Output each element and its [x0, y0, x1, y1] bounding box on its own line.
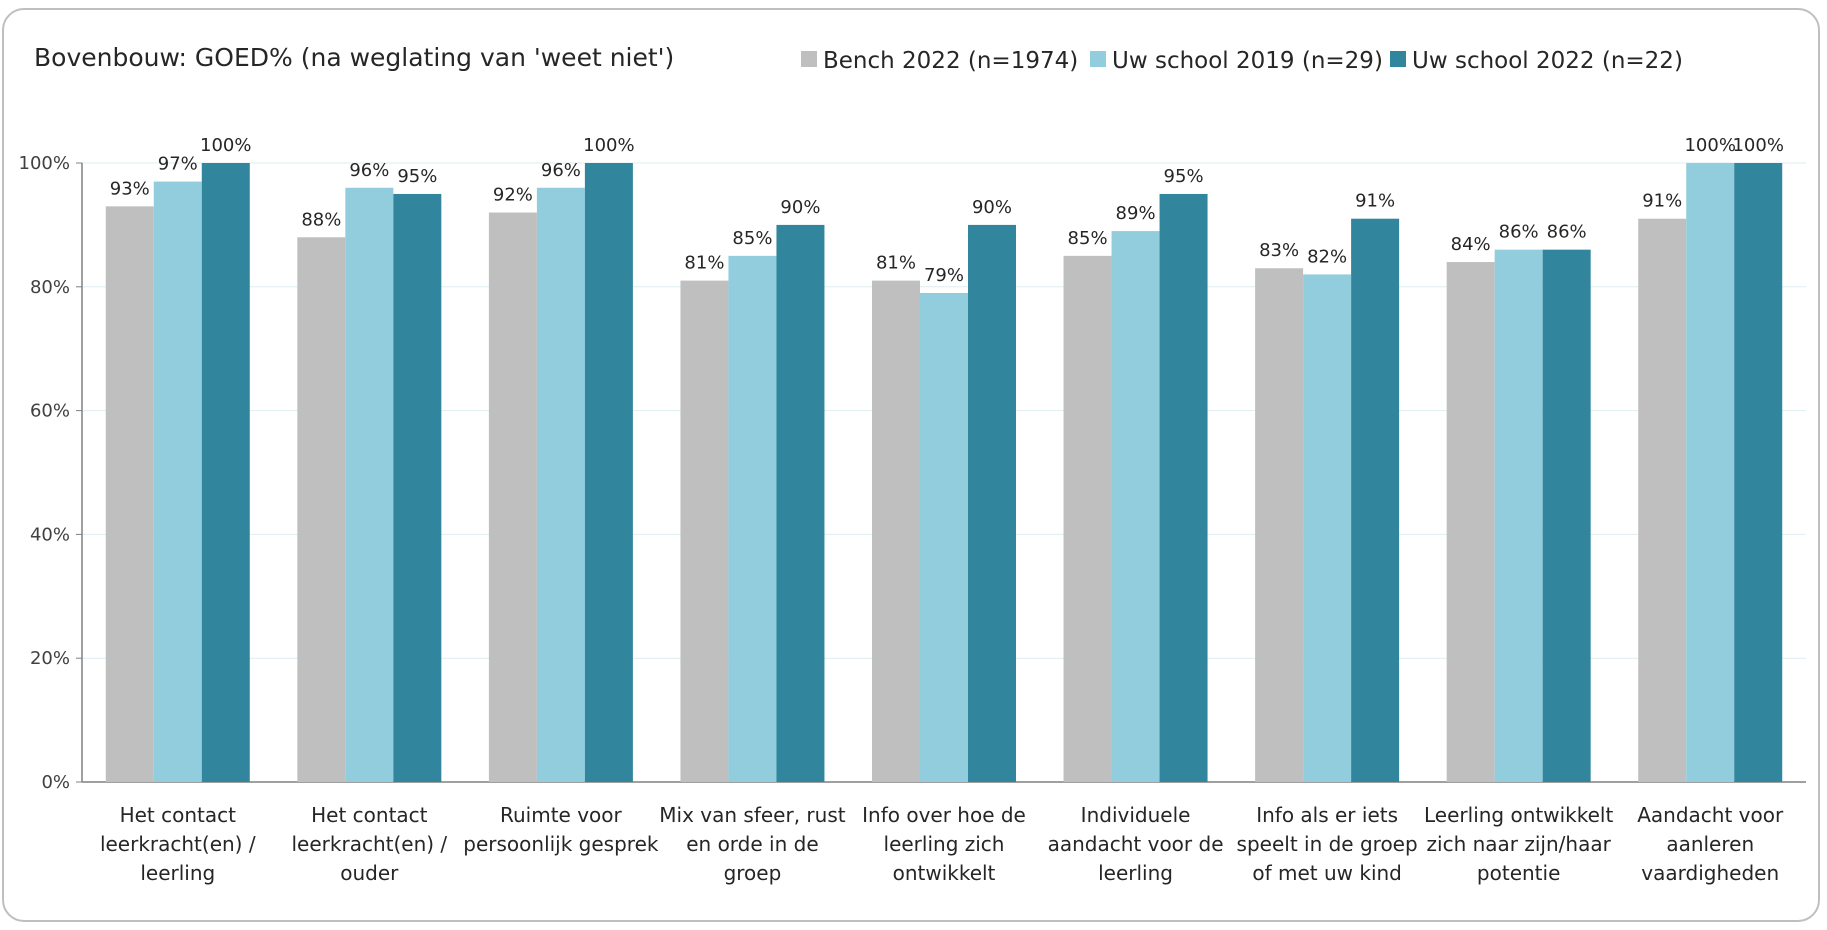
data-label: 100%	[1684, 135, 1735, 156]
category-label: speelt in de groep	[1237, 832, 1418, 856]
bar	[1494, 249, 1543, 782]
bar	[1686, 163, 1735, 782]
legend-label-2: Uw school 2019 (n=29)	[1112, 48, 1383, 74]
data-label: 85%	[1068, 228, 1108, 249]
bar	[536, 187, 585, 782]
bar	[345, 187, 394, 782]
data-label: 88%	[301, 209, 341, 230]
category-label: Het contact	[311, 803, 428, 827]
data-label: 96%	[541, 160, 581, 181]
legend-label-3: Uw school 2022 (n=22)	[1412, 48, 1683, 74]
category-label: persoonlijk gesprek	[463, 832, 659, 856]
data-label: 100%	[583, 135, 634, 156]
category-label: Het contact	[120, 803, 237, 827]
data-label: 89%	[1116, 203, 1156, 224]
data-label: 81%	[876, 253, 916, 274]
y-tick-label: 60%	[30, 401, 70, 422]
bar	[153, 181, 202, 782]
bar	[1063, 255, 1112, 783]
bar	[1638, 218, 1687, 782]
category-label: Info over hoe de	[862, 803, 1026, 827]
category-label: Info als er iets	[1256, 803, 1398, 827]
category-label: aanleren	[1666, 832, 1754, 856]
category-label: Individuele	[1081, 803, 1191, 827]
data-label: 91%	[1642, 191, 1682, 212]
bar	[1303, 274, 1352, 782]
data-label: 85%	[732, 228, 772, 249]
category-label: leerling	[1098, 861, 1173, 885]
y-tick-label: 0%	[41, 772, 70, 793]
data-label: 91%	[1355, 191, 1395, 212]
bar	[1446, 262, 1495, 782]
category-label: groep	[724, 861, 782, 885]
y-tick-label: 20%	[30, 648, 70, 669]
data-label: 95%	[397, 166, 437, 187]
category-label: Mix van sfeer, rust	[659, 803, 845, 827]
legend-swatch-2	[1090, 51, 1106, 67]
bar	[680, 280, 729, 782]
category-label: ontwikkelt	[893, 861, 996, 885]
data-label: 86%	[1499, 222, 1539, 243]
bar	[920, 292, 968, 782]
category-label: zich naar zijn/haar	[1427, 832, 1612, 856]
data-label: 100%	[200, 135, 251, 156]
data-label: 92%	[493, 185, 533, 206]
bar	[776, 224, 825, 782]
category-label: leerkracht(en) /	[292, 832, 448, 856]
bar	[1351, 218, 1400, 782]
data-label: 86%	[1547, 222, 1587, 243]
category-label: en orde in de	[686, 832, 818, 856]
data-label: 100%	[1732, 135, 1783, 156]
bar	[1255, 268, 1304, 783]
category-label: of met uw kind	[1252, 861, 1402, 885]
bar	[105, 206, 154, 782]
category-label: leerkracht(en) /	[100, 832, 256, 856]
data-label: 93%	[110, 178, 150, 199]
data-label: 97%	[158, 154, 198, 175]
category-label: Aandacht voor	[1637, 803, 1784, 827]
bar	[201, 163, 250, 782]
y-tick-label: 100%	[19, 153, 70, 174]
bar	[584, 163, 633, 782]
chart-title: Bovenbouw: GOED% (na weglating van 'weet…	[34, 43, 674, 72]
data-label: 82%	[1307, 246, 1347, 267]
data-label: 90%	[972, 197, 1012, 218]
category-label: leerling	[140, 861, 215, 885]
bar	[1111, 231, 1160, 783]
data-label: 90%	[780, 197, 820, 218]
data-label: 84%	[1451, 234, 1491, 255]
bar	[393, 193, 442, 782]
category-label: leerling zich	[884, 832, 1005, 856]
bar	[872, 280, 920, 782]
bar	[1734, 163, 1783, 782]
bar	[728, 255, 777, 783]
category-label: aandacht voor de	[1048, 832, 1224, 856]
y-tick-label: 40%	[30, 524, 70, 545]
data-label: 83%	[1259, 240, 1299, 261]
data-label: 81%	[684, 253, 724, 274]
legend-swatch-1	[801, 51, 817, 67]
data-label: 96%	[349, 160, 389, 181]
data-label: 79%	[924, 265, 964, 286]
bar	[968, 224, 1016, 782]
bar	[488, 212, 537, 782]
legend-swatch-3	[1390, 51, 1406, 67]
category-label: ouder	[340, 861, 399, 885]
category-label: Leerling ontwikkelt	[1424, 803, 1613, 827]
legend-label-1: Bench 2022 (n=1974)	[823, 48, 1078, 74]
category-label: Ruimte voor	[500, 803, 623, 827]
data-label: 95%	[1164, 166, 1204, 187]
y-tick-label: 80%	[30, 277, 70, 298]
category-label: vaardigheden	[1641, 861, 1779, 885]
category-label: potentie	[1477, 861, 1560, 885]
bar	[297, 237, 346, 782]
bar	[1159, 193, 1208, 782]
bar	[1542, 249, 1591, 782]
